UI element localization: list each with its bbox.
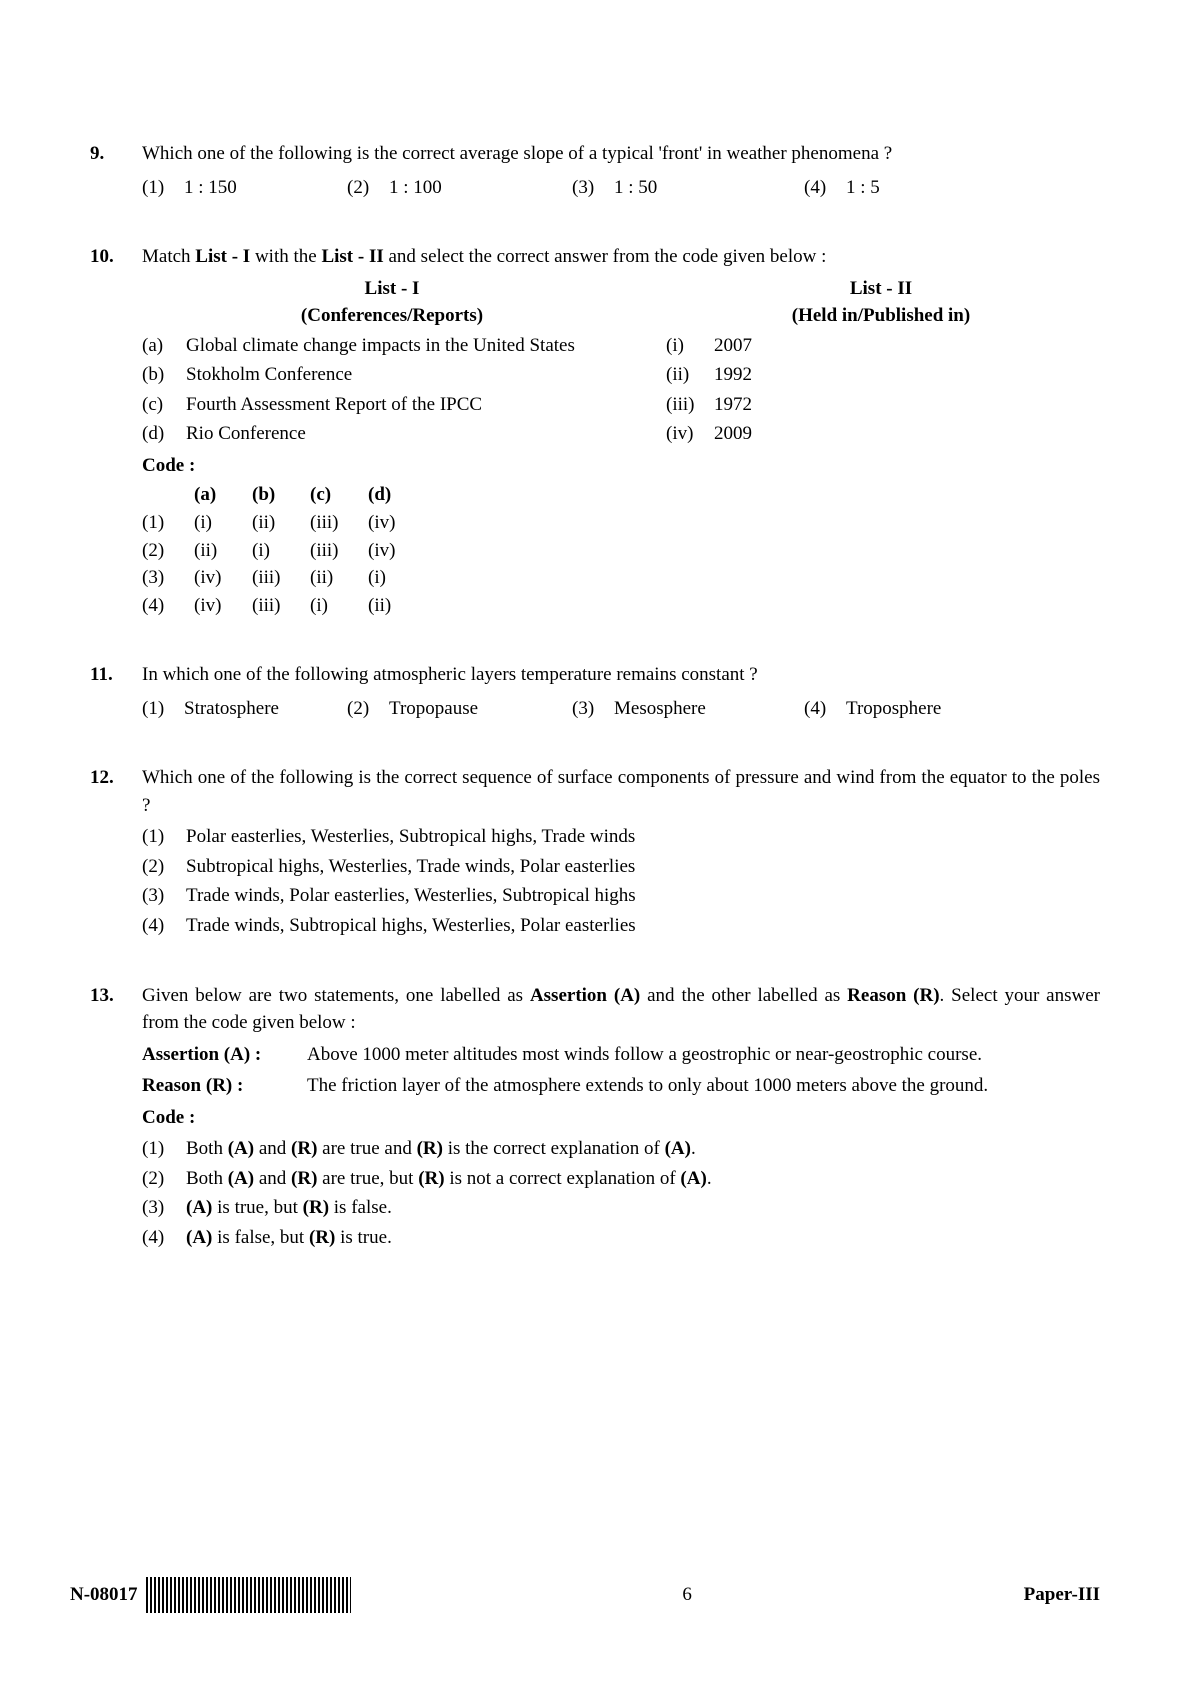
q12-opt-1[interactable]: (1)Polar easterlies, Westerlies, Subtrop…: [142, 823, 1100, 851]
q10-code-2[interactable]: (2)(ii)(i)(iii)(iv): [142, 537, 1100, 565]
q9-opt-1[interactable]: (1)1 : 150: [142, 174, 347, 202]
match-row-b: (b)Stokholm Conference(ii)1992: [142, 361, 1100, 389]
list1-header: List - I: [142, 275, 642, 303]
footer-left: N-08017: [70, 1577, 351, 1613]
q10-num: 10.: [90, 243, 142, 271]
q13-opt-1[interactable]: (1)Both (A) and (R) are true and (R) is …: [142, 1135, 1100, 1163]
q11-opt-4[interactable]: (4)Troposphere: [804, 695, 1100, 723]
q12-opt-3[interactable]: (3)Trade winds, Polar easterlies, Wester…: [142, 882, 1100, 910]
q11-opt-1[interactable]: (1)Stratosphere: [142, 695, 347, 723]
q13-text: Given below are two statements, one labe…: [142, 982, 1100, 1037]
q11-opt-2[interactable]: (2)Tropopause: [347, 695, 572, 723]
q9-opt-3[interactable]: (3)1 : 50: [572, 174, 804, 202]
match-row-a: (a)Global climate change impacts in the …: [142, 332, 1100, 360]
question-13: 13. Given below are two statements, one …: [90, 982, 1100, 1252]
question-9: 9. Which one of the following is the cor…: [90, 140, 1100, 201]
q9-text: Which one of the following is the correc…: [142, 140, 1100, 168]
q13-code-label: Code :: [142, 1104, 1100, 1132]
q10-code-1[interactable]: (1)(i)(ii)(iii)(iv): [142, 509, 1100, 537]
assertion-row: Assertion (A) :Above 1000 meter altitude…: [142, 1041, 1100, 1069]
q10-text: Match List - I with the List - II and se…: [142, 243, 1100, 271]
page-number: 6: [682, 1581, 692, 1609]
q10-code-label: Code :: [142, 452, 1100, 480]
q12-opt-4[interactable]: (4)Trade winds, Subtropical highs, Weste…: [142, 912, 1100, 940]
q10-code-table: (a)(b)(c)(d) (1)(i)(ii)(iii)(iv) (2)(ii)…: [142, 481, 1100, 619]
q11-opt-3[interactable]: (3)Mesosphere: [572, 695, 804, 723]
question-12: 12. Which one of the following is the co…: [90, 764, 1100, 939]
list2-sub: (Held in/Published in): [642, 302, 1100, 330]
q12-num: 12.: [90, 764, 142, 792]
q13-opt-4[interactable]: (4) (A) is false, but (R) is true.: [142, 1224, 1100, 1252]
q9-opt-4[interactable]: (4)1 : 5: [804, 174, 1100, 202]
question-11: 11. In which one of the following atmosp…: [90, 661, 1100, 722]
q13-opt-2[interactable]: (2)Both (A) and (R) are true, but (R) is…: [142, 1165, 1100, 1193]
paper-label: Paper-III: [1024, 1581, 1100, 1609]
q9-opt-2[interactable]: (2)1 : 100: [347, 174, 572, 202]
paper-code: N-08017: [70, 1581, 138, 1609]
question-10: 10. Match List - I with the List - II an…: [90, 243, 1100, 619]
q9-num: 9.: [90, 140, 142, 168]
match-row-c: (c)Fourth Assessment Report of the IPCC(…: [142, 391, 1100, 419]
q13-opt-3[interactable]: (3) (A) is true, but (R) is false.: [142, 1194, 1100, 1222]
reason-row: Reason (R) :The friction layer of the at…: [142, 1072, 1100, 1100]
list1-sub: (Conferences/Reports): [142, 302, 642, 330]
match-row-d: (d)Rio Conference(iv)2009: [142, 420, 1100, 448]
q11-num: 11.: [90, 661, 142, 689]
list2-header: List - II: [642, 275, 1100, 303]
q10-code-3[interactable]: (3)(iv)(iii)(ii)(i): [142, 564, 1100, 592]
q11-text: In which one of the following atmospheri…: [142, 661, 1100, 689]
page-footer: N-08017 6 Paper-III: [70, 1577, 1100, 1613]
q12-text: Which one of the following is the correc…: [142, 764, 1100, 819]
q13-num: 13.: [90, 982, 142, 1010]
q10-code-4[interactable]: (4)(iv)(iii)(i)(ii): [142, 592, 1100, 620]
q12-opt-2[interactable]: (2)Subtropical highs, Westerlies, Trade …: [142, 853, 1100, 881]
barcode-icon: [146, 1577, 351, 1613]
